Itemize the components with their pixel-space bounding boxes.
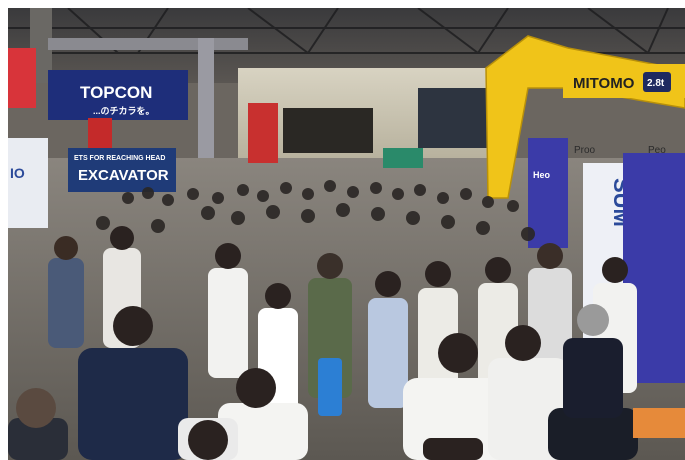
- topcon-sign: [48, 70, 188, 120]
- sumitomo-badge-text: 2.8t: [647, 78, 665, 89]
- hall-doorway: [283, 108, 373, 153]
- center-red-booth: [248, 103, 278, 163]
- center-small-text: Heo: [533, 170, 551, 180]
- green-machine: [383, 148, 423, 168]
- center-dark-booth: [418, 88, 488, 148]
- exhibition-photo: TOPCON ...のチカラを。 ETS FOR REACHING HEAD E…: [8, 8, 685, 460]
- distant-crowd: [96, 180, 535, 241]
- foreground-crowd: [8, 304, 638, 460]
- red-machine: [88, 118, 112, 148]
- topcon-tagline: ...のチカラを。: [93, 106, 155, 116]
- sumitomo-arm-text: MITOMO: [573, 75, 635, 92]
- excavator-sign-text: EXCAVATOR: [78, 167, 169, 184]
- mid-crowd: [48, 226, 637, 418]
- excavator-sign: [68, 148, 176, 192]
- photo-frame: TOPCON ...のチカラを。 ETS FOR REACHING HEAD E…: [8, 8, 685, 460]
- excavator-sign-top: ETS FOR REACHING HEAD: [74, 155, 165, 162]
- right-blue-panel: [528, 138, 568, 248]
- orange-floor-marker: [633, 408, 685, 438]
- left-panel-text: IO: [10, 165, 25, 181]
- right-top-text-2: Peo: [648, 145, 666, 156]
- sumitomo-excavator: MITOMO 2.8t: [485, 35, 685, 199]
- right-top-text: Proo: [574, 145, 596, 156]
- left-red-panel: [8, 48, 36, 108]
- topcon-booth: TOPCON ...のチカラを。 ETS FOR REACHING HEAD E…: [8, 38, 248, 228]
- left-white-panel: [8, 138, 48, 228]
- ceiling-trusses: [8, 8, 685, 54]
- topcon-logo-text: TOPCON: [80, 83, 152, 102]
